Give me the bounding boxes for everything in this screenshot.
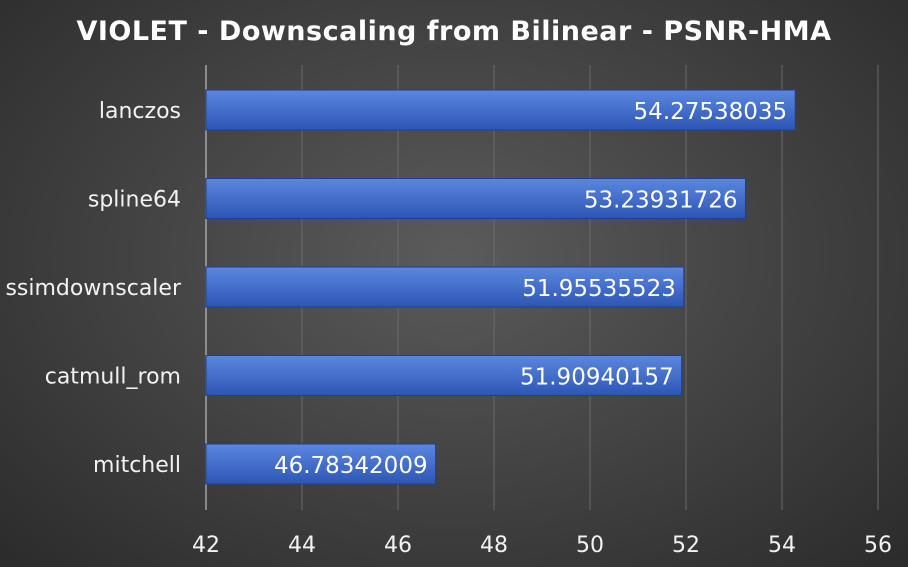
x-tick-label: 48 <box>480 533 508 558</box>
category-label: mitchell <box>93 453 181 478</box>
category-label: catmull_rom <box>45 365 181 390</box>
bar-mitchell <box>205 443 437 485</box>
bars <box>205 89 796 485</box>
x-tick-label: 42 <box>192 533 220 558</box>
data-label: 54.27538035 <box>634 99 788 125</box>
bar-lanczos <box>205 89 796 131</box>
labels: 42 44 46 48 50 52 54 56 lanczos 54.27538035 spline… <box>5 99 892 558</box>
bar-ssimdownscaler <box>205 266 685 308</box>
x-tick-label: 44 <box>288 533 316 558</box>
x-tick-label: 52 <box>672 533 700 558</box>
bar-spline64 <box>205 178 746 219</box>
category-label: spline64 <box>88 188 181 213</box>
category-label: ssimdownscaler <box>5 276 182 301</box>
bar-catmull_rom <box>205 355 683 396</box>
chart-title: VIOLET - Downscaling from Bilinear - PSN… <box>76 16 831 47</box>
data-label: 51.95535523 <box>522 276 676 302</box>
x-tick-label: 54 <box>768 533 796 558</box>
x-tick-label: 50 <box>576 533 604 558</box>
data-label: 53.23931726 <box>584 188 738 214</box>
data-label: 51.90940157 <box>520 365 674 391</box>
category-label: lanczos <box>99 99 181 124</box>
data-label: 46.78342009 <box>274 453 428 479</box>
x-tick-label: 46 <box>384 533 412 558</box>
x-tick-label: 56 <box>864 533 892 558</box>
